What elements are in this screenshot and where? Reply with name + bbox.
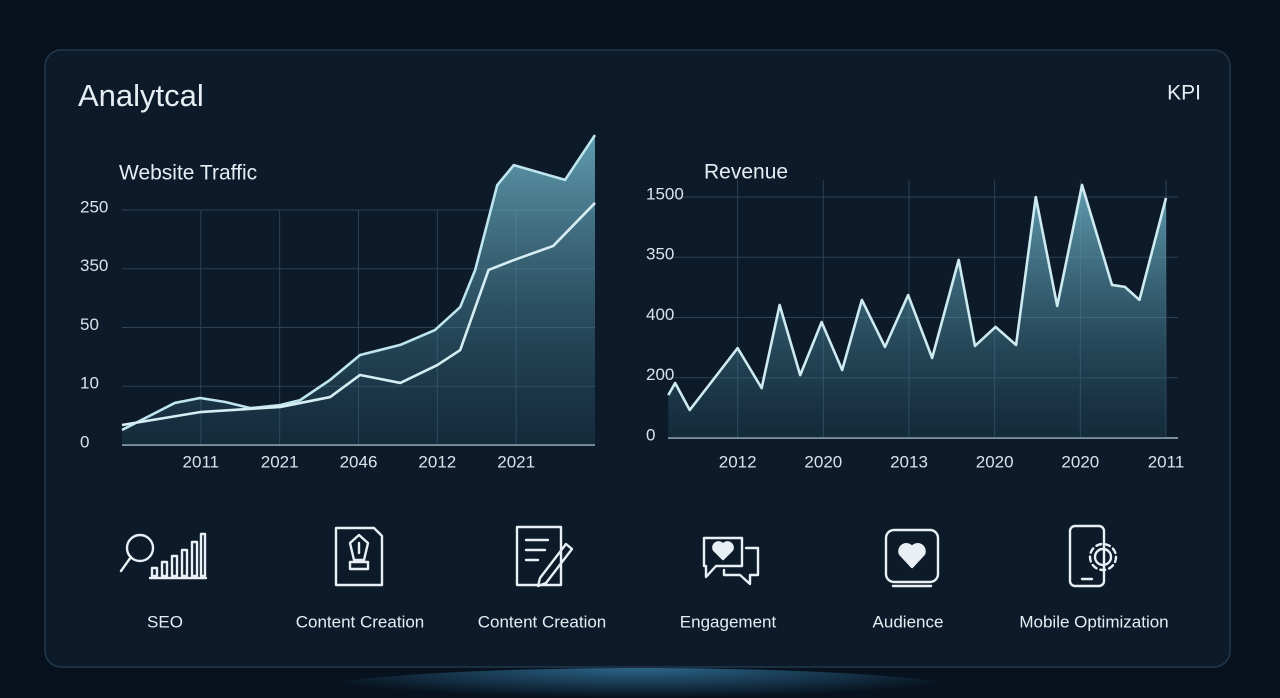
feature-labels: SEO Content Creation Content Creation Engag… bbox=[147, 612, 1169, 631]
chart-title: Website Traffic bbox=[119, 162, 257, 185]
y-tick-label: 200 bbox=[646, 365, 674, 384]
feature-label: Content Creation bbox=[296, 612, 425, 631]
icon-audience bbox=[884, 528, 940, 588]
kpi-badge: KPI bbox=[1167, 82, 1201, 105]
chart: Revenue 0 200 400 350 1500 2012 2020 2013 2020 202… bbox=[646, 161, 1184, 472]
y-tick-label: 350 bbox=[80, 256, 108, 275]
line bbox=[121, 134, 597, 432]
y-tick-label: 0 bbox=[646, 425, 655, 444]
feature-label: Audience bbox=[873, 612, 944, 631]
feature-label: Content Creation bbox=[478, 612, 607, 631]
area bbox=[668, 184, 1166, 438]
y-tick-label: 10 bbox=[80, 374, 99, 393]
x-tick-label: 2011 bbox=[1148, 452, 1185, 471]
x-tick-label: 2021 bbox=[497, 452, 535, 471]
x-tick-label: 2020 bbox=[1061, 452, 1099, 471]
x-tick-label: 2011 bbox=[183, 452, 220, 471]
icon-seo bbox=[119, 532, 208, 580]
x-tick-label: 2013 bbox=[890, 452, 928, 471]
charts: Website Traffic 0 10 50 350 250 2011 2021 2046 20… bbox=[80, 134, 1184, 472]
x-tick-label: 2021 bbox=[261, 452, 299, 471]
y-tick-label: 1500 bbox=[646, 184, 684, 203]
y-tick-label: 400 bbox=[646, 305, 674, 324]
feature-label: SEO bbox=[147, 612, 183, 631]
x-tick-label: 2012 bbox=[719, 452, 757, 471]
feature-label: Mobile Optimization bbox=[1019, 612, 1168, 631]
icon-content bbox=[334, 526, 384, 587]
x-tick-label: 2012 bbox=[418, 452, 456, 471]
glow-bottom bbox=[280, 668, 1000, 698]
feature-label: Engagement bbox=[680, 612, 777, 631]
y-tick-label: 50 bbox=[80, 315, 99, 334]
y-tick-label: 250 bbox=[80, 197, 108, 216]
icon-engagement bbox=[702, 536, 760, 586]
icon-content-2 bbox=[515, 525, 574, 588]
x-tick-label: 2020 bbox=[976, 452, 1014, 471]
y-tick-label: 350 bbox=[646, 245, 674, 264]
panel-title: Analytcal bbox=[78, 78, 204, 113]
glow-top bbox=[280, 0, 1000, 40]
line bbox=[121, 202, 596, 427]
area bbox=[122, 135, 595, 445]
x-tick-label: 2046 bbox=[340, 452, 378, 471]
x-tick-label: 2020 bbox=[804, 452, 842, 471]
line bbox=[667, 183, 1168, 412]
chart-title: Revenue bbox=[704, 161, 788, 184]
panel bbox=[44, 49, 1231, 668]
icon-mobile bbox=[1068, 524, 1118, 588]
y-tick-label: 0 bbox=[80, 432, 89, 451]
chart: Website Traffic 0 10 50 350 250 2011 2021 2046 20… bbox=[80, 134, 597, 471]
